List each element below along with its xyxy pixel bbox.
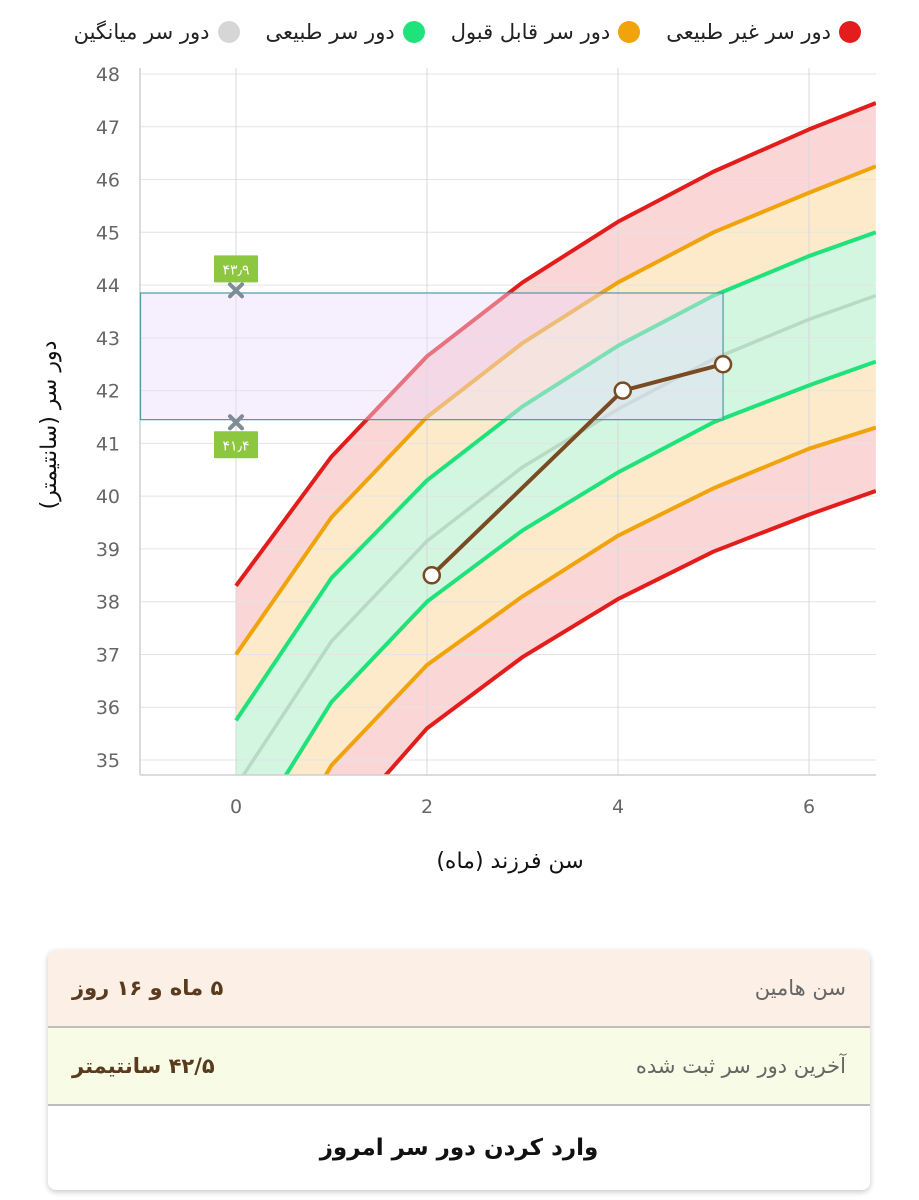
y-tick-label: 48 xyxy=(96,64,120,86)
legend-dot-icon xyxy=(402,21,425,43)
y-tick-label: 47 xyxy=(96,117,120,139)
x-tick-label: 2 xyxy=(421,796,433,818)
band-acceptable-upper xyxy=(236,166,876,721)
enter-today-measurement-button[interactable]: وارد کردن دور سر امروز xyxy=(319,1135,599,1161)
x-axis-label: سن فرزند (ماه) xyxy=(436,849,583,874)
legend-item-abnormal[interactable]: دور سر غیر طبیعی xyxy=(666,20,861,44)
series-line-lower-5 xyxy=(323,425,876,775)
range-marker-badge xyxy=(214,255,258,283)
series-line-lower-4 xyxy=(283,359,876,775)
child-age-row: سن هامین ۵ ماه و ۱۶ روز xyxy=(48,950,870,1028)
legend-dot-icon xyxy=(618,21,641,43)
band-acceptable-lower xyxy=(285,361,876,775)
last-measurement-row: آخرین دور سر ثبت شده ۴۲/۵ سانتیمتر xyxy=(48,1028,870,1106)
series-line-upper-0 xyxy=(234,101,876,588)
measurement-point[interactable] xyxy=(713,354,733,374)
y-tick-label: 39 xyxy=(96,539,120,561)
x-tick-label: 4 xyxy=(612,796,624,818)
legend-item-normal[interactable]: دور سر طبیعی xyxy=(266,20,425,44)
series-line-lower-6 xyxy=(383,488,876,775)
x-tick-label: 6 xyxy=(803,796,815,818)
band-abnormal-upper xyxy=(236,103,876,655)
y-axis-label: دور سر (سانتیمتر) xyxy=(37,341,62,510)
y-tick-label: 44 xyxy=(96,275,120,297)
legend-label: دور سر قابل قبول xyxy=(450,20,611,44)
legend-item-acceptable[interactable]: دور سر قابل قبول xyxy=(451,20,641,44)
y-tick-label: 46 xyxy=(96,170,120,192)
range-marker-x-icon xyxy=(228,414,244,431)
y-tick-label: 45 xyxy=(96,222,120,244)
legend-dot-icon xyxy=(839,21,861,43)
range-box xyxy=(139,292,724,421)
child-age-value: ۵ ماه و ۱۶ روز xyxy=(72,976,224,1000)
y-tick-label: 41 xyxy=(96,433,120,455)
last-measurement-value: ۴۲/۵ سانتیمتر xyxy=(72,1054,215,1078)
y-tick-label: 38 xyxy=(96,592,120,614)
legend-label: دور سر طبیعی xyxy=(265,20,395,44)
y-tick-label: 36 xyxy=(96,697,120,719)
measurement-point[interactable] xyxy=(613,381,633,400)
legend-label: دور سر میانگین xyxy=(73,20,210,44)
series-line-upper-2 xyxy=(234,230,876,722)
y-tick-label: 40 xyxy=(96,486,120,508)
range-marker-label: ۴۱٫۴ xyxy=(222,438,249,454)
series-line-median-3 xyxy=(241,293,876,775)
range-marker-badge xyxy=(214,431,258,459)
legend-dot-icon xyxy=(217,21,240,43)
chart-legend: دور سر غیر طبیعی دور سر قابل قبول دور سر… xyxy=(0,12,919,52)
range-marker-label: ۴۳٫۹ xyxy=(222,262,249,278)
x-tick-label: 0 xyxy=(230,796,242,818)
y-tick-label: 42 xyxy=(96,381,120,403)
y-tick-label: 37 xyxy=(96,644,120,666)
measurement-point[interactable] xyxy=(422,566,442,585)
y-tick-label: 35 xyxy=(96,750,120,772)
last-measurement-label: آخرین دور سر ثبت شده xyxy=(635,1054,846,1078)
y-tick-label: 43 xyxy=(96,328,120,350)
range-marker-x-icon xyxy=(228,282,244,299)
child-age-label: سن هامین xyxy=(754,976,846,1000)
legend-label: دور سر غیر طبیعی xyxy=(666,20,831,44)
series-line-upper-1 xyxy=(234,164,876,656)
info-card: سن هامین ۵ ماه و ۱۶ روز آخرین دور سر ثبت… xyxy=(48,950,870,1190)
legend-item-average[interactable]: دور سر میانگین xyxy=(74,20,240,44)
